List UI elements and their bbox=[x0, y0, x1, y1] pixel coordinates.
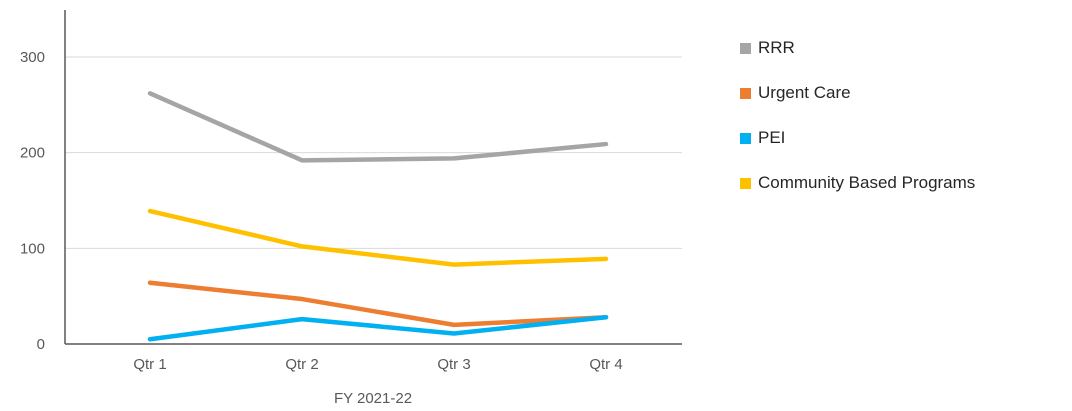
x-tick-label: Qtr 1 bbox=[133, 356, 166, 373]
legend: RRR Urgent Care PEI Community Based Program… bbox=[740, 38, 975, 218]
legend-swatch bbox=[740, 177, 751, 189]
y-tick-label: 300 bbox=[20, 49, 45, 66]
y-tick-label: 200 bbox=[20, 145, 45, 162]
legend-label: PEI bbox=[758, 128, 786, 147]
legend-item: Community Based Programs bbox=[740, 173, 975, 193]
legend-label: Community Based Programs bbox=[758, 173, 976, 192]
series-line-pei bbox=[147, 314, 609, 342]
legend-swatch bbox=[740, 132, 751, 144]
series-line-urgent-care bbox=[147, 280, 609, 328]
legend-item: RRR bbox=[740, 38, 975, 58]
y-tick-label: 100 bbox=[20, 240, 45, 257]
x-tick-label: Qtr 2 bbox=[285, 356, 318, 373]
legend-label: RRR bbox=[758, 38, 795, 57]
series-lines bbox=[147, 91, 609, 342]
legend-item: Urgent Care bbox=[740, 83, 975, 103]
x-axis-title: FY 2021-22 bbox=[334, 390, 412, 407]
series-line-community-based-programs bbox=[147, 208, 609, 267]
legend-item: PEI bbox=[740, 128, 975, 148]
y-tick-label: 0 bbox=[37, 336, 45, 353]
legend-swatch bbox=[740, 42, 751, 54]
legend-swatch bbox=[740, 87, 751, 99]
axes bbox=[64, 10, 682, 345]
x-tick-label: Qtr 4 bbox=[589, 356, 622, 373]
x-tick-label: Qtr 3 bbox=[437, 356, 470, 373]
series-line-rrr bbox=[147, 91, 609, 163]
gridlines bbox=[65, 56, 682, 249]
legend-label: Urgent Care bbox=[758, 83, 851, 102]
tick-labels: 0 100 200 300 Qtr 1 Qtr 2 Qtr 3 Qtr 4 bbox=[20, 49, 623, 373]
